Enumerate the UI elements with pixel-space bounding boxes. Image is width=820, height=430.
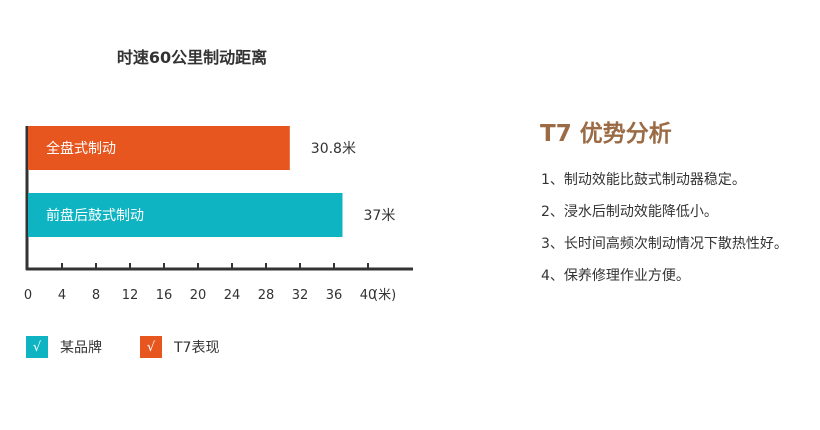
legend-item-brand: √ 某品牌 xyxy=(26,336,102,358)
advantage-item: 4、保养修理作业方便。 xyxy=(541,268,690,284)
advantage-title: T7 优势分析 xyxy=(540,121,672,147)
chart-title: 时速60公里制动距离 xyxy=(117,48,267,67)
bar-value-label: 37米 xyxy=(364,208,396,224)
x-tick-label: 0 xyxy=(24,288,32,303)
x-tick-label: 36 xyxy=(326,288,343,303)
legend-swatch-t7: √ xyxy=(140,336,162,358)
x-tick-label: 12 xyxy=(122,288,139,303)
legend-label-t7: T7表现 xyxy=(174,340,220,356)
x-tick-label: 16 xyxy=(156,288,173,303)
x-tick-label: 28 xyxy=(258,288,275,303)
x-unit-label: (米) xyxy=(373,288,396,303)
legend-item-t7: √ T7表现 xyxy=(140,336,219,358)
advantage-list: 1、制动效能比鼓式制动器稳定。 2、浸水后制动效能降低小。 3、长时间高频次制动… xyxy=(541,172,788,300)
x-tick-label: 24 xyxy=(224,288,241,303)
x-tick-label: 20 xyxy=(190,288,207,303)
x-tick-label: 32 xyxy=(292,288,309,303)
bar-value-label: 30.8米 xyxy=(311,141,356,157)
bar xyxy=(28,193,343,237)
advantage-item: 2、浸水后制动效能降低小。 xyxy=(541,204,718,220)
legend-label-brand: 某品牌 xyxy=(60,340,102,356)
bar xyxy=(28,126,290,170)
bar-category-label: 前盘后鼓式制动 xyxy=(46,207,144,224)
legend-swatch-brand: √ xyxy=(26,336,48,358)
x-tick-label: 40 xyxy=(360,288,377,303)
x-tick-label: 4 xyxy=(58,288,66,303)
x-tick-label: 8 xyxy=(92,288,100,303)
chart-legend: √ 某品牌 √ T7表现 xyxy=(26,336,257,358)
advantage-item: 1、制动效能比鼓式制动器稳定。 xyxy=(541,172,746,188)
advantage-item: 3、长时间高频次制动情况下散热性好。 xyxy=(541,236,788,252)
bar-category-label: 全盘式制动 xyxy=(46,140,116,157)
